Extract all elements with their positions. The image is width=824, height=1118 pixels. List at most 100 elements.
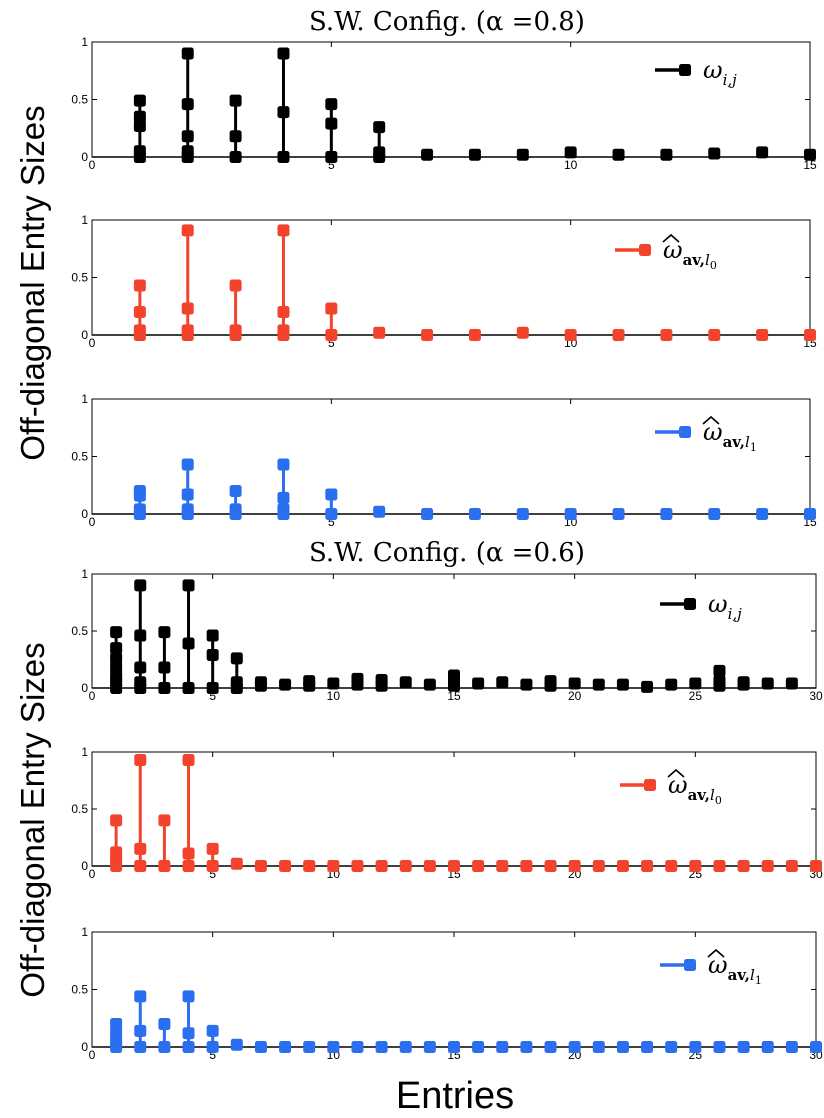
stem-marker xyxy=(737,1041,750,1053)
stem-marker xyxy=(134,842,147,855)
stem-marker xyxy=(134,661,147,674)
stem-marker xyxy=(516,508,529,520)
stem-marker xyxy=(568,677,581,690)
stem-marker xyxy=(325,302,338,315)
legend-wij-label: ωi,j xyxy=(708,590,742,623)
legend-wij-marker xyxy=(684,598,696,610)
stem-marker xyxy=(158,661,171,674)
stem-marker xyxy=(568,860,581,872)
y-tick-label: 1 xyxy=(81,35,88,49)
stem-marker xyxy=(421,329,434,341)
stem-marker xyxy=(713,664,726,677)
stem-marker xyxy=(206,1041,219,1053)
stem-marker xyxy=(134,990,147,1003)
stem-marker xyxy=(737,676,750,689)
y-tick-label: 1 xyxy=(81,392,88,406)
y-tick-label: 0.5 xyxy=(71,624,88,638)
stem-marker xyxy=(230,1038,243,1051)
axes-frame xyxy=(91,751,817,867)
stem-marker xyxy=(785,860,798,872)
stem-marker xyxy=(421,148,434,161)
stem-marker xyxy=(325,329,338,341)
stem-marker xyxy=(472,677,485,690)
stem-marker xyxy=(206,648,219,661)
stem-marker xyxy=(448,860,460,872)
stem-marker xyxy=(544,860,557,872)
x-tick-label: 0 xyxy=(89,158,96,172)
stem-marker xyxy=(544,1041,557,1053)
stem-marker xyxy=(423,860,436,872)
stem-marker xyxy=(708,329,721,341)
y-axis-label-top: Off-diagonal Entry Sizes xyxy=(14,105,51,460)
stem-marker xyxy=(660,508,673,520)
stem-marker xyxy=(423,678,436,691)
stem-marker xyxy=(182,860,195,872)
stem-marker xyxy=(134,629,147,642)
stem-marker xyxy=(277,503,290,516)
chart-title-alpha-06: S.W. Config. (α =0.6) xyxy=(309,538,585,568)
stem-marker xyxy=(325,117,338,130)
y-tick-label: 0.5 xyxy=(71,983,88,997)
stem-marker xyxy=(206,860,219,872)
stem-marker xyxy=(254,860,267,872)
stem-marker xyxy=(230,652,243,665)
stem-marker xyxy=(708,508,721,520)
stem-marker xyxy=(181,488,194,501)
stem-marker xyxy=(375,1041,388,1053)
stem-marker xyxy=(616,1041,629,1053)
x-tick-label: 15 xyxy=(447,689,461,703)
stem-marker xyxy=(133,485,146,497)
stem-marker xyxy=(468,329,481,341)
x-tick-label: 30 xyxy=(809,689,823,703)
x-tick-label: 0 xyxy=(89,689,96,703)
stem-marker xyxy=(592,678,605,691)
y-tick-label: 0.5 xyxy=(71,93,88,107)
stem-marker xyxy=(230,676,243,689)
y-tick-label: 0.5 xyxy=(71,271,88,285)
stem-marker xyxy=(713,675,726,688)
stem-marker xyxy=(689,860,702,872)
stem-marker xyxy=(182,637,195,650)
stem-marker xyxy=(158,860,171,872)
stem-marker xyxy=(110,642,123,655)
stem-marker xyxy=(303,1041,316,1053)
stem-marker xyxy=(761,1041,774,1053)
stem-marker xyxy=(182,847,195,860)
stem-marker xyxy=(472,1041,485,1053)
stem-marker xyxy=(468,508,481,520)
stem-marker xyxy=(325,488,338,501)
x-tick-label: 0 xyxy=(89,336,96,350)
stem-marker xyxy=(110,1018,123,1030)
stem-marker xyxy=(134,579,147,592)
x-tick-label: 0 xyxy=(89,1048,96,1062)
stem-marker xyxy=(206,842,219,855)
stem-marker xyxy=(592,860,605,872)
stem-marker xyxy=(373,505,386,518)
stem-marker xyxy=(472,860,485,872)
x-tick-label: 5 xyxy=(328,336,335,350)
stem-marker xyxy=(133,110,146,123)
stem-marker xyxy=(423,1041,436,1053)
x-tick-label: 15 xyxy=(803,158,817,172)
x-tick-label: 5 xyxy=(328,515,335,529)
stem-marker xyxy=(761,860,774,872)
stem-marker xyxy=(804,329,816,341)
y-tick-label: 0 xyxy=(81,507,88,521)
stem-marker xyxy=(181,98,194,111)
stem-marker xyxy=(229,279,242,292)
stem-marker xyxy=(351,860,364,872)
stem-marker xyxy=(158,1018,171,1030)
x-tick-label: 5 xyxy=(209,867,216,881)
stem-marker xyxy=(182,753,195,766)
stem-marker xyxy=(592,1041,605,1053)
legend-l1-label: ωav,l1 xyxy=(703,418,757,454)
stem-marker xyxy=(279,678,292,691)
stem-marker xyxy=(229,151,242,163)
stem-marker xyxy=(182,682,195,694)
stem-marker xyxy=(229,485,242,497)
x-tick-label: 10 xyxy=(564,158,578,172)
axes-frame xyxy=(91,931,817,1048)
stem-marker xyxy=(612,148,625,161)
axes-frame xyxy=(91,398,811,515)
stem-marker xyxy=(520,1041,533,1053)
